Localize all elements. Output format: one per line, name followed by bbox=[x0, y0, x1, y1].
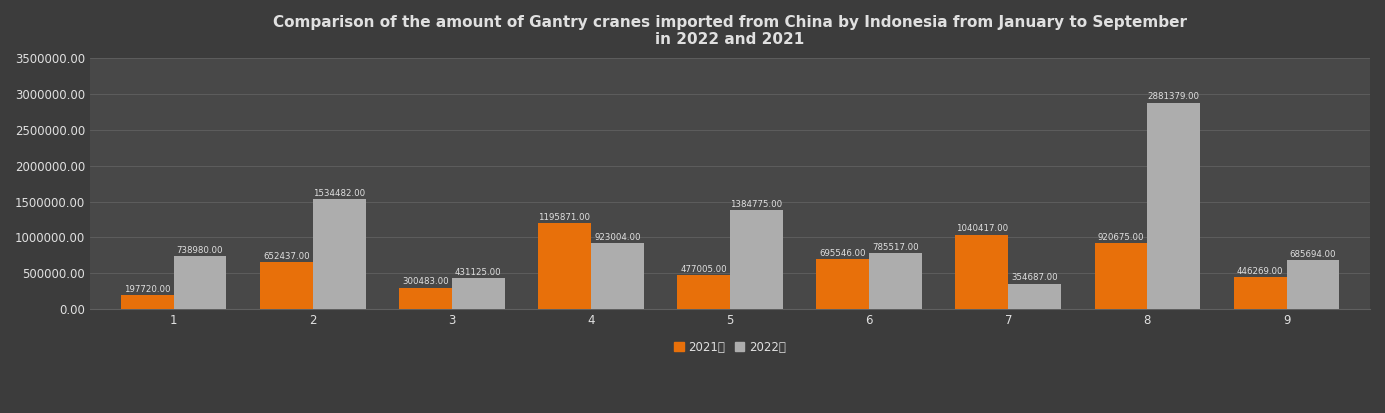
Bar bbox=[399, 287, 452, 309]
Text: 738980.00: 738980.00 bbox=[177, 246, 223, 255]
Bar bbox=[816, 259, 870, 309]
Text: 1384775.00: 1384775.00 bbox=[730, 199, 783, 209]
Bar bbox=[1008, 284, 1061, 309]
Text: 920675.00: 920675.00 bbox=[1098, 233, 1144, 242]
Legend: 2021年, 2022年: 2021年, 2022年 bbox=[669, 336, 791, 358]
Text: 923004.00: 923004.00 bbox=[594, 233, 641, 242]
Text: 1534482.00: 1534482.00 bbox=[313, 189, 366, 198]
Text: 685694.00: 685694.00 bbox=[1289, 250, 1337, 259]
Text: 1195871.00: 1195871.00 bbox=[539, 213, 590, 222]
Bar bbox=[730, 210, 783, 309]
Text: 1040417.00: 1040417.00 bbox=[956, 224, 1008, 233]
Text: 300483.00: 300483.00 bbox=[402, 278, 449, 286]
Bar bbox=[1234, 277, 1287, 309]
Bar bbox=[956, 235, 1008, 309]
Bar bbox=[173, 256, 226, 309]
Bar bbox=[1147, 102, 1201, 309]
Bar bbox=[1287, 260, 1339, 309]
Bar bbox=[1094, 243, 1147, 309]
Bar bbox=[591, 243, 644, 309]
Bar bbox=[870, 253, 922, 309]
Text: 477005.00: 477005.00 bbox=[680, 265, 727, 274]
Bar bbox=[313, 199, 366, 309]
Bar bbox=[677, 275, 730, 309]
Text: 695546.00: 695546.00 bbox=[820, 249, 866, 258]
Bar bbox=[537, 223, 591, 309]
Bar bbox=[452, 278, 504, 309]
Text: 785517.00: 785517.00 bbox=[873, 242, 918, 252]
Text: 652437.00: 652437.00 bbox=[263, 252, 310, 261]
Text: 197720.00: 197720.00 bbox=[123, 285, 170, 294]
Title: Comparison of the amount of Gantry cranes imported from China by Indonesia from : Comparison of the amount of Gantry crane… bbox=[273, 15, 1187, 47]
Bar bbox=[260, 262, 313, 309]
Text: 446269.00: 446269.00 bbox=[1237, 267, 1284, 276]
Text: 2881379.00: 2881379.00 bbox=[1148, 93, 1199, 101]
Text: 354687.00: 354687.00 bbox=[1011, 273, 1058, 282]
Bar bbox=[120, 295, 173, 309]
Text: 431125.00: 431125.00 bbox=[454, 268, 501, 277]
